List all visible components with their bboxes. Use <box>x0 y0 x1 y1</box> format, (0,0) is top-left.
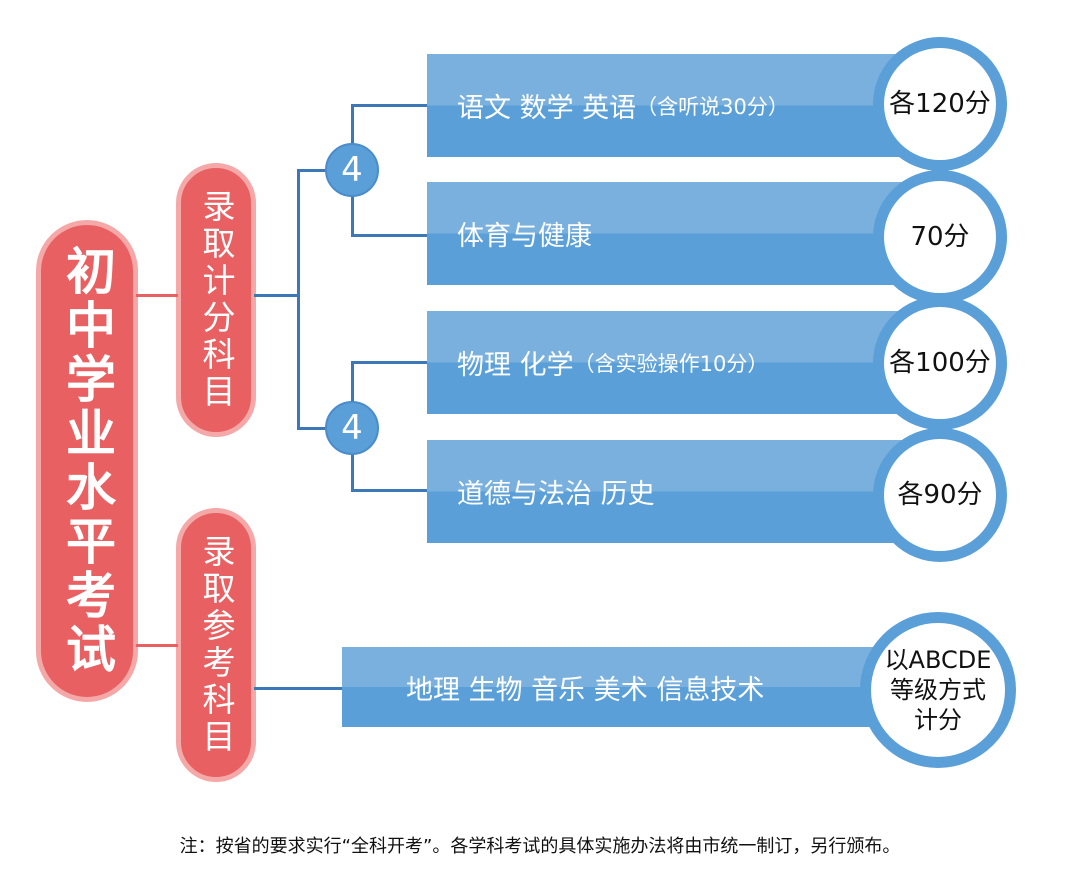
score-circle: 各90分 <box>873 428 1007 562</box>
subject-name: 体育与健康 <box>457 221 592 252</box>
branch-scored: 录取计分科目 <box>176 163 256 437</box>
connector <box>351 489 429 492</box>
subject-name: 道德与法治 历史 <box>457 479 655 510</box>
group-count-badge: 4 <box>325 401 379 455</box>
score-circle: 以ABCDE 等级方式 计分 <box>860 612 1016 768</box>
score-circle: 70分 <box>873 170 1007 304</box>
subject-bar: 地理 生物 音乐 美术 信息技术 <box>342 647 902 727</box>
subject-bar: 体育与健康 <box>427 182 947 285</box>
branch-reference: 录取参考科目 <box>176 508 256 782</box>
score-line: 等级方式 <box>890 676 986 704</box>
subject-name: 地理 生物 音乐 美术 信息技术 <box>406 674 765 706</box>
root-node: 初中学业水平考试 <box>36 220 138 702</box>
connector <box>254 687 344 690</box>
subject-note: （含听说30分） <box>636 94 789 119</box>
connector <box>351 104 429 107</box>
subject-bar: 道德与法治 历史 <box>427 440 947 543</box>
subject-bar: 语文 数学 英语 （含听说30分） <box>427 54 947 157</box>
score-line: 以ABCDE <box>884 646 992 674</box>
subject-name: 语文 数学 英语 <box>457 93 637 124</box>
score-circle: 各100分 <box>873 296 1007 430</box>
score-line: 计分 <box>914 706 962 734</box>
group-count-badge: 4 <box>325 143 379 197</box>
connector <box>297 169 300 429</box>
connector <box>254 294 299 297</box>
subject-name: 物理 化学 <box>457 350 574 381</box>
connector <box>297 169 327 172</box>
score-circle: 各120分 <box>873 37 1007 171</box>
subject-note: （含实验操作10分） <box>573 351 769 376</box>
connector <box>297 427 327 430</box>
connector <box>136 294 178 297</box>
subject-bar: 物理 化学 （含实验操作10分） <box>427 311 947 414</box>
connector <box>351 234 429 237</box>
footnote: 注：按省的要求实行“全科开考”。各学科考试的具体实施办法将由市统一制订，另行颁布… <box>179 836 901 857</box>
connector <box>136 644 178 647</box>
connector <box>351 361 429 364</box>
